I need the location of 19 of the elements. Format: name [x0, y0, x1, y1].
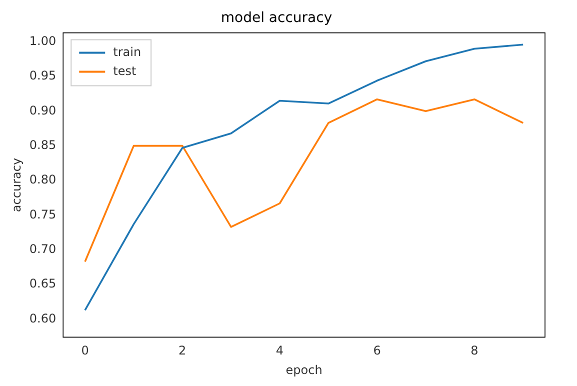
y-tick-label: 1.00: [29, 34, 56, 48]
legend-label: test: [113, 64, 136, 78]
x-tick-label: 4: [276, 344, 284, 358]
y-tick-label: 0.80: [29, 172, 56, 187]
x-tick-label: 8: [470, 344, 478, 358]
x-tick-label: 2: [178, 344, 186, 358]
y-tick-label: 0.65: [29, 276, 56, 291]
x-tick-label: 0: [81, 344, 89, 358]
x-axis-title: epoch: [286, 362, 322, 377]
y-tick-label: 0.75: [29, 207, 56, 222]
x-tick-label: 6: [373, 344, 381, 358]
y-axis-title: accuracy: [9, 158, 24, 212]
legend-label: train: [113, 44, 142, 59]
y-tick-label: 0.85: [29, 138, 56, 152]
chart-title: model accuracy: [220, 10, 332, 26]
y-tick-label: 0.60: [29, 311, 56, 326]
y-tick-label: 0.90: [29, 103, 56, 118]
y-tick-label: 0.95: [29, 68, 56, 83]
y-tick-label: 0.70: [29, 242, 56, 256]
